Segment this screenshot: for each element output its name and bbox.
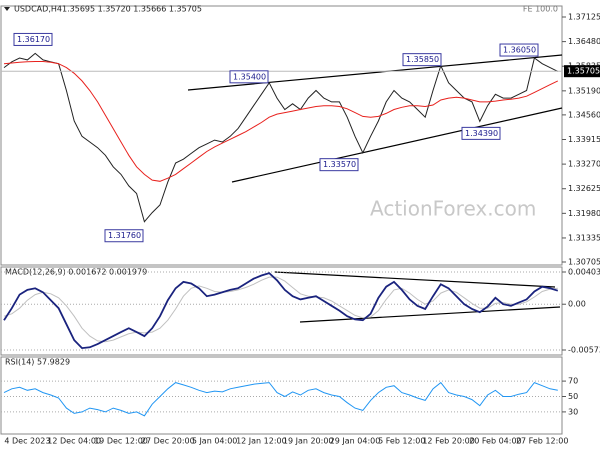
x-tick-label: 5 Jan 04:00	[192, 437, 238, 446]
price-annotation-box	[402, 53, 442, 67]
y-tick-label: 1.30705	[568, 258, 600, 267]
price-annotation: 1.35400	[233, 72, 266, 81]
price-annotation: 1.36170	[17, 35, 50, 44]
watermark: ActionForex.com	[370, 197, 536, 221]
y-tick-label: 1.34560	[568, 110, 600, 119]
last-price-label: 1.35705	[567, 67, 600, 76]
macd-trend-upper	[274, 271, 556, 288]
y-tick-label: 50	[568, 392, 578, 401]
x-tick-label: 12 Jan 12:00	[236, 437, 287, 446]
series-line	[3, 272, 559, 350]
x-tick-label: 19 Dec 12:00	[94, 437, 148, 446]
x-tick-label: 12 Feb 20:00	[422, 437, 474, 446]
y-tick-label: -0.005737	[568, 346, 600, 355]
series-line	[3, 61, 559, 182]
indicator-title: RSI(14) 57.9829	[5, 358, 70, 367]
x-tick-label: 19 Jan 20:00	[283, 437, 334, 446]
symbol: USDCAD,H4	[14, 5, 62, 14]
symbol-marker	[4, 7, 10, 11]
rsi-pane	[0, 356, 563, 435]
price-annotation-box	[104, 229, 144, 243]
macd-trend-lower	[299, 306, 561, 323]
price-annotation-box	[13, 32, 53, 46]
fe-label: FE 100.0	[523, 5, 558, 14]
y-tick-label: 70	[568, 377, 578, 386]
price-annotation: 1.34390	[465, 129, 498, 138]
x-tick-label: 20 Feb 04:00	[469, 437, 521, 446]
channel-lower	[231, 107, 563, 183]
price-annotation: 1.31760	[108, 231, 141, 240]
price-annotation-box	[499, 43, 539, 57]
y-tick-label: 30	[568, 407, 578, 416]
y-tick-label: 1.31980	[568, 209, 600, 218]
y-tick-label: 1.31335	[568, 233, 600, 242]
y-tick-label: 1.33915	[568, 135, 600, 144]
y-tick-label: 1.36480	[568, 37, 600, 46]
x-tick-label: 27 Dec 20:00	[141, 437, 195, 446]
y-tick-label: 0.004038	[568, 268, 600, 277]
x-tick-label: 5 Feb 12:00	[378, 437, 425, 446]
x-tick-label: 27 Feb 12:00	[516, 437, 568, 446]
price-annotation: 1.33570	[323, 160, 356, 169]
y-tick-label: 1.32625	[568, 184, 600, 193]
price-annotation: 1.36050	[503, 46, 536, 55]
channel-upper	[187, 54, 563, 91]
y-tick-label: 1.35190	[568, 86, 600, 95]
price-annotation-box	[461, 126, 501, 140]
price-annotation: 1.35850	[406, 55, 439, 64]
x-tick-label: 12 Dec 04:00	[47, 437, 101, 446]
macd-pane	[0, 266, 563, 356]
quote: 1.35695 1.35720 1.35666 1.35705	[62, 5, 202, 14]
x-tick-label: 29 Jan 04:00	[330, 437, 381, 446]
y-tick-label: 1.33270	[568, 160, 600, 169]
x-tick-label: 4 Dec 2023	[4, 437, 50, 446]
series-line	[3, 381, 558, 417]
series-line	[3, 276, 558, 343]
price-annotation-box	[319, 158, 359, 172]
last-price-box	[564, 65, 600, 78]
y-tick-label: 0.00	[568, 300, 586, 309]
price-annotation-box	[229, 70, 269, 84]
y-tick-label: 1.37125	[568, 13, 600, 22]
